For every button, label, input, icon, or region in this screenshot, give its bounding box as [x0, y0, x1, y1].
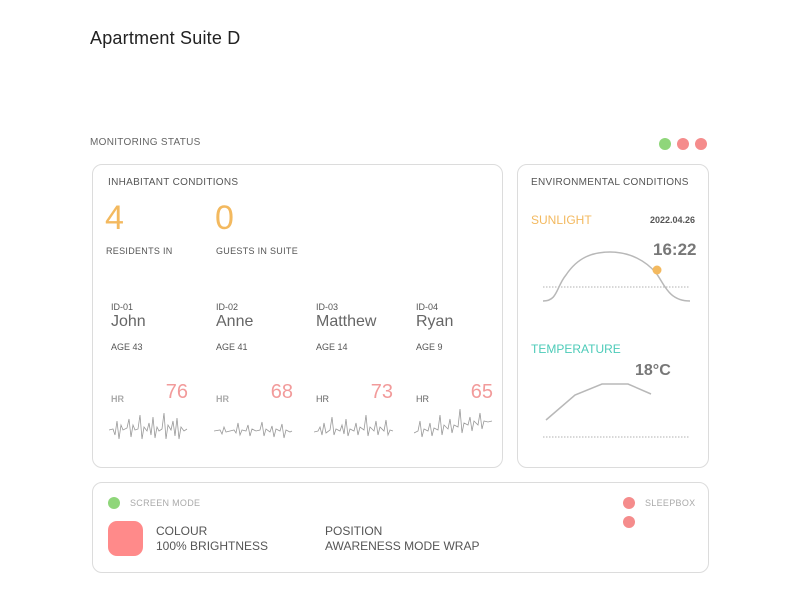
temperature-value: 18°C — [635, 362, 671, 379]
heart-rate-value: 68 — [270, 381, 293, 403]
resident-age: AGE 9 — [416, 342, 443, 352]
resident-name: Anne — [216, 313, 254, 330]
heart-rate-value: 73 — [370, 381, 393, 403]
resident-age: AGE 14 — [316, 342, 348, 352]
sun-position-marker — [652, 265, 662, 275]
sunlight-arc-graph — [542, 251, 691, 302]
position-value[interactable]: AWARENESS MODE WRAP — [325, 539, 480, 553]
date-value: 2022.04.26 — [650, 215, 696, 225]
resident-id: ID-01 — [111, 302, 134, 312]
screen-mode-label: SCREEN MODE — [130, 498, 201, 508]
status-dot-red-2 — [695, 138, 707, 150]
resident-age: AGE 41 — [216, 342, 248, 352]
resident-id: ID-03 — [316, 302, 339, 312]
position-title: POSITION — [325, 524, 383, 538]
residents-count: 4 — [105, 199, 124, 237]
hr-label: HR — [111, 394, 124, 404]
temperature-label: TEMPERATURE — [531, 342, 621, 356]
resident-id: ID-04 — [416, 302, 439, 312]
guests-count: 0 — [215, 199, 234, 237]
resident-card-4[interactable]: ID-04 Ryan AGE 9 — [416, 302, 506, 352]
time-value: 16:22 — [653, 240, 697, 259]
hr-label: HR — [216, 394, 229, 404]
colour-value[interactable]: 100% BRIGHTNESS — [156, 539, 269, 553]
resident-name: John — [111, 313, 146, 330]
resident-card-3[interactable]: ID-03 Matthew AGE 14 — [316, 302, 406, 352]
monitoring-status-label: MONITORING STATUS — [90, 137, 201, 148]
status-dot-green — [659, 138, 671, 150]
sleepbox-label: SLEEPBOX — [645, 498, 696, 508]
resident-age: AGE 43 — [111, 342, 143, 352]
temperature-graph — [543, 383, 690, 438]
hr-label: HR — [416, 394, 429, 404]
ecg-waveform — [109, 412, 188, 440]
resident-name: Matthew — [316, 313, 377, 330]
status-indicators — [659, 138, 707, 150]
sunlight-label: SUNLIGHT — [531, 213, 592, 227]
heart-rate-value: 76 — [165, 381, 188, 403]
hr-label: HR — [316, 394, 329, 404]
screen-mode-indicator — [108, 497, 120, 509]
sleepbox-indicator[interactable] — [623, 497, 635, 509]
status-dot-red-1 — [677, 138, 689, 150]
inhabitant-conditions-card: INHABITANT CONDITIONS 4 RESIDENTS IN 0 G… — [92, 164, 503, 468]
ecg-waveform — [414, 408, 493, 438]
page-title: Apartment Suite D — [90, 28, 241, 48]
residents-label: RESIDENTS IN — [106, 246, 173, 256]
inhabitant-conditions-title: INHABITANT CONDITIONS — [108, 177, 239, 188]
colour-swatch[interactable] — [108, 521, 143, 556]
colour-title: COLOUR — [156, 524, 208, 538]
resident-name: Ryan — [416, 313, 454, 330]
guests-label: GUESTS IN SUITE — [216, 246, 299, 256]
resident-id: ID-02 — [216, 302, 239, 312]
environmental-conditions-title: ENVIRONMENTAL CONDITIONS — [531, 177, 689, 188]
screen-mode-card: SCREEN MODE SLEEPBOX COLOUR 100% BRIGHTN… — [92, 482, 709, 573]
ecg-waveform — [214, 421, 293, 439]
resident-card-1[interactable]: ID-01 John AGE 43 — [111, 302, 201, 352]
sleepbox-indicator-2[interactable] — [623, 516, 635, 528]
ecg-waveform — [314, 414, 394, 437]
resident-card-2[interactable]: ID-02 Anne AGE 41 — [216, 302, 306, 352]
environmental-conditions-card: ENVIRONMENTAL CONDITIONS SUNLIGHT 2022.0… — [517, 164, 709, 468]
heart-rate-value: 65 — [470, 381, 493, 403]
